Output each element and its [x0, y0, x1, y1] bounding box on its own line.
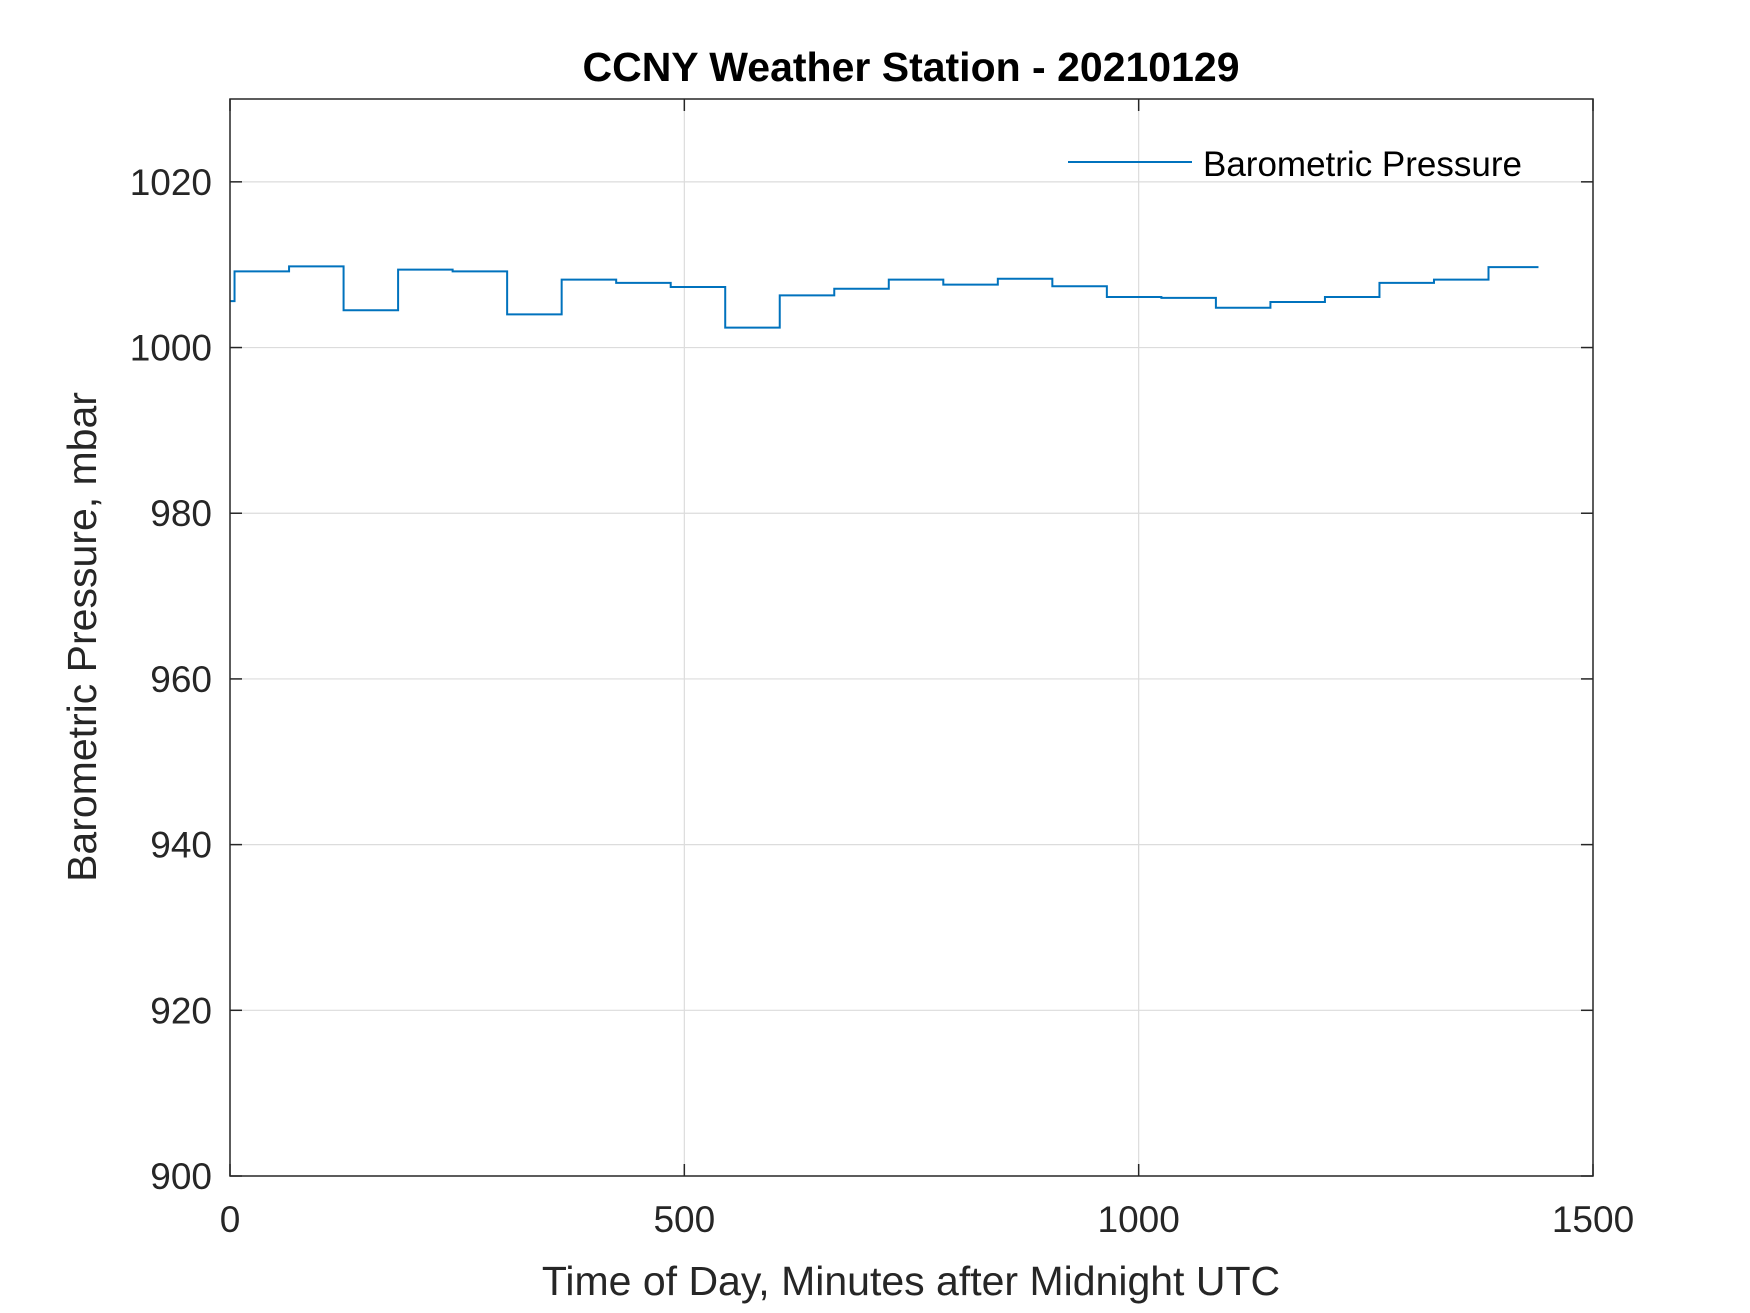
y-tick-label: 980	[150, 493, 212, 534]
x-tick-label: 0	[220, 1199, 241, 1240]
series-layer	[230, 265, 1539, 329]
x-tick-label: 500	[653, 1199, 715, 1240]
x-tick-label: 1500	[1552, 1199, 1634, 1240]
grid-lines	[230, 99, 1593, 1176]
x-axis-label: Time of Day, Minutes after Midnight UTC	[542, 1258, 1280, 1304]
plot-area-background	[230, 99, 1593, 1176]
y-tick-label: 1020	[130, 162, 212, 203]
y-tick-label: 1000	[130, 328, 212, 369]
y-tick-label: 900	[150, 1156, 212, 1197]
x-tick-labels: 0 500 1000 1500	[220, 1199, 1634, 1240]
plot-area-frame	[229, 98, 1594, 1177]
y-tick-labels: 900 920 940 960 980 1000 1020	[130, 162, 212, 1197]
legend-label-barometric-pressure: Barometric Pressure	[1203, 145, 1522, 184]
y-tick-label: 940	[150, 825, 212, 866]
y-axis-label: Barometric Pressure, mbar	[59, 392, 105, 882]
chart-title: CCNY Weather Station - 20210129	[582, 44, 1239, 90]
y-tick-label: 960	[150, 659, 212, 700]
y-tick-label: 920	[150, 990, 212, 1031]
series-line-barometric-pressure	[230, 265, 1539, 329]
legend: Barometric Pressure	[1068, 145, 1522, 184]
x-tick-label: 1000	[1098, 1199, 1180, 1240]
